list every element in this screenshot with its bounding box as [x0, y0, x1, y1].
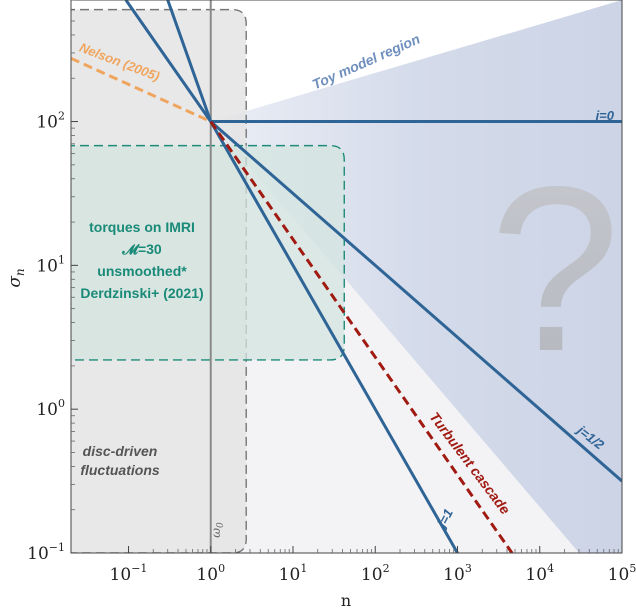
x-tick-label: 103	[443, 562, 472, 585]
series-line-j-1-2	[209, 120, 622, 483]
series-line-j-1	[209, 120, 459, 553]
series-line-nelson-2005	[71, 56, 212, 123]
x-tick-label: 10−1	[110, 562, 148, 585]
y-axis-label: σn	[5, 268, 27, 287]
question-mark: ?	[490, 137, 621, 400]
series-line-unnamed-5	[124, 0, 212, 123]
imri-label-line2: 𝓜=30	[121, 241, 162, 257]
disc-label-line2: fluctuations	[80, 462, 160, 478]
y-tick-label: 100	[36, 397, 65, 420]
imri-region	[71, 144, 345, 361]
x-axis-label: n	[341, 591, 351, 610]
y-axis-label-main: σ	[5, 276, 25, 288]
x-tick-label: 101	[279, 562, 308, 585]
omega0-label: ω0	[209, 522, 226, 538]
y-tick-label: 102	[36, 110, 65, 133]
y-axis-label-sub: n	[13, 268, 27, 276]
omega0-main: ω	[209, 528, 223, 538]
imri-label-line1: torques on IMRI	[89, 219, 195, 235]
y-tick-label: 10−1	[27, 541, 65, 564]
series-line-turbulent-cascade	[209, 120, 514, 553]
imri-label-line3: unsmoothed*	[97, 263, 187, 279]
x-tick-label: 100	[196, 562, 225, 585]
plot-frame	[70, 0, 623, 554]
y-tick-label: 101	[36, 253, 65, 276]
x-tick-label: 105	[608, 562, 636, 585]
omega0-sub: 0	[216, 522, 226, 528]
toy-model-region	[210, 0, 622, 553]
disc-label-line1: disc-driven	[83, 443, 158, 459]
x-tick-label: 102	[361, 562, 390, 585]
imri-label-line4: Derdzinski+ (2021)	[80, 285, 203, 301]
x-tick-label: 104	[525, 562, 554, 585]
j0-label: j=0	[594, 108, 615, 123]
series-line-unnamed-6	[166, 0, 213, 123]
